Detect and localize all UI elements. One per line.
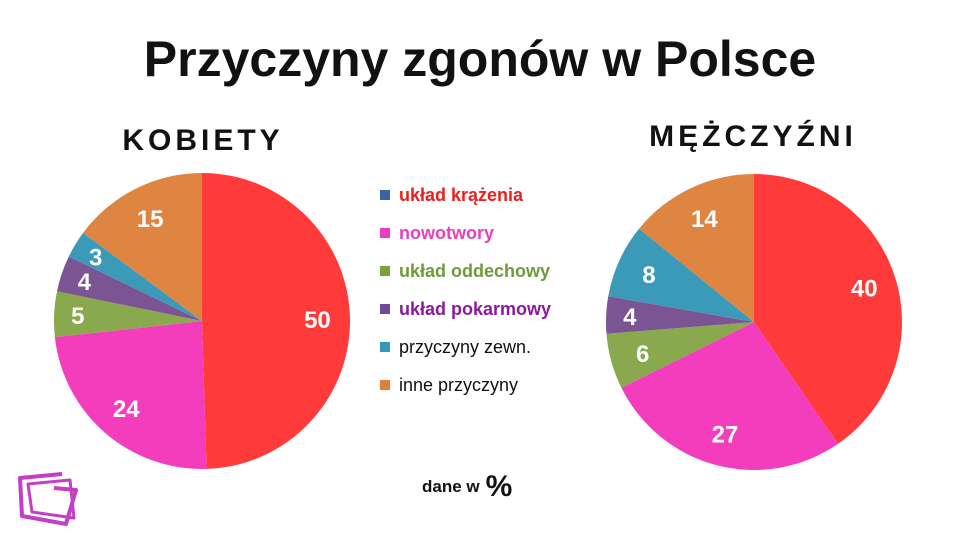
legend-item: układ krążenia	[380, 176, 551, 214]
chart-title-women: KOBIETY	[122, 124, 284, 157]
pie-slice	[54, 321, 207, 469]
legend-label: przyczyny zewn.	[399, 336, 532, 357]
pie-value-label: 14	[691, 206, 718, 233]
pie-slice	[608, 228, 754, 322]
pie-men: 40 27 6 48 14	[606, 174, 903, 470]
legend-swatch	[380, 304, 390, 314]
pie-value-label: 3	[89, 245, 102, 272]
pie-slice	[621, 322, 838, 470]
pie-value-label: 4	[78, 269, 92, 296]
pie-value-label: 5	[71, 303, 84, 330]
legend-swatch	[380, 266, 390, 276]
legend-swatch	[380, 342, 390, 352]
pie-slice	[202, 173, 351, 469]
legend-label: układ pokarmowy	[399, 298, 552, 319]
pie-value-label: 40	[851, 276, 878, 303]
legend-swatch	[380, 380, 390, 390]
pie-value-label: 8	[642, 262, 655, 289]
pie-value-label: 27	[712, 422, 739, 449]
pie-slice	[68, 232, 202, 321]
legend-item: przyczyny zewn.	[380, 328, 551, 366]
pie-value-label: 50	[304, 307, 331, 334]
pie-women: 50 24 5 43 15	[53, 173, 351, 469]
legend-item: układ pokarmowy	[380, 290, 551, 328]
legend-item: układ oddechowy	[380, 252, 551, 290]
legend: układ krążenia nowotwory układ oddechowy…	[380, 176, 551, 404]
pie-slice	[57, 256, 202, 321]
legend-swatch	[380, 228, 390, 238]
pie-value-label: 15	[137, 206, 164, 233]
pie-slice	[606, 322, 754, 388]
pie-slice	[53, 291, 202, 338]
legend-item: nowotwory	[380, 214, 551, 252]
percent-sign: %	[485, 470, 513, 503]
legend-label: układ oddechowy	[399, 260, 551, 281]
pie-value-label: 24	[113, 396, 140, 423]
data-unit-note: dane w%	[422, 470, 512, 504]
pie-slice	[639, 174, 754, 322]
page-title: Przyczyny zgonów w Polsce	[143, 31, 817, 87]
legend-label: układ krążenia	[399, 184, 524, 205]
pie-slice	[754, 174, 903, 444]
data-unit-text: dane w	[422, 477, 480, 496]
legend-label: nowotwory	[399, 222, 494, 243]
pie-slice	[606, 296, 754, 334]
pie-value-label: 6	[636, 341, 649, 368]
logo-icon	[18, 472, 78, 526]
legend-swatch	[380, 190, 390, 200]
pie-slice	[83, 173, 202, 321]
legend-label: inne przyczyny	[399, 374, 519, 395]
pie-value-label: 4	[623, 304, 637, 331]
chart-title-men: MĘŻCZYŹNI	[649, 120, 857, 153]
legend-item: inne przyczyny	[380, 366, 551, 404]
